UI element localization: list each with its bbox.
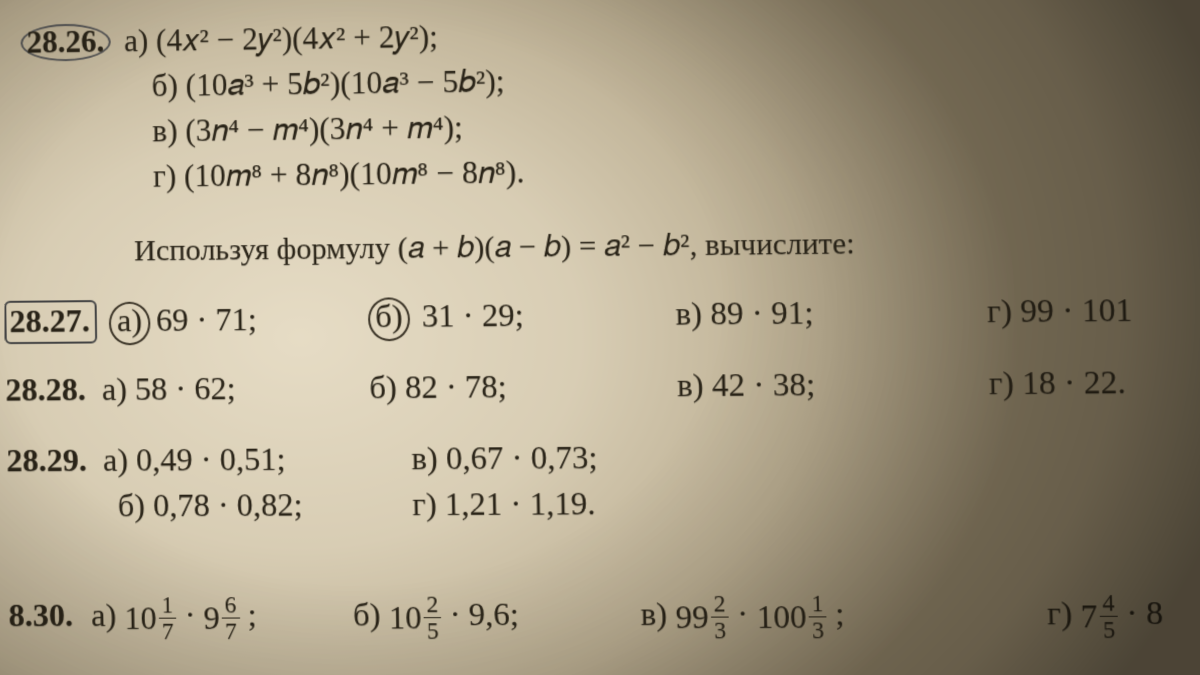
mixed-whole: 10 (388, 599, 421, 637)
mixed-whole: 10 (124, 599, 157, 637)
mixed-whole: 99 (675, 598, 709, 636)
ex-2826-head: 28.26. а) (4𝑥² − 2𝑦²)(4𝑥² + 2𝑦²); (20, 19, 438, 62)
expr-2827-v: 89 · 91; (710, 294, 814, 333)
ex-2827-v: в) 89 · 91; (675, 294, 814, 333)
expr-2829-g: 1,21 · 1,19. (444, 485, 595, 523)
ex-2826-line-a: а) (4𝑥² − 2𝑦²)(4𝑥² + 2𝑦²); (124, 19, 438, 61)
expr-2827-b: 31 · 29; (422, 296, 525, 334)
mixed-num: 4 (1099, 591, 1118, 617)
op-dot: · (184, 596, 203, 633)
label-2827-v: в) (675, 295, 702, 333)
ex-number-2827: 28.27. (4, 300, 97, 344)
ex-2828-v: в) 42 · 38; (677, 365, 816, 404)
label-2829-b: б) (118, 487, 146, 525)
expr-2828-a: 58 · 62; (135, 370, 236, 408)
ex-2826-line-g: г) (10𝑚⁸ + 8𝑛⁸)(10𝑚⁸ − 8𝑛⁸). (153, 154, 525, 196)
ex-2830-v: в) 9923 · 10013 ; (640, 592, 845, 643)
ex-number-2829: 28.29. (6, 442, 87, 480)
label-2830-b: б) (353, 596, 381, 634)
mixed-den: 7 (222, 619, 240, 644)
mixed-den: 5 (1100, 617, 1119, 642)
ex-2830-b: б) 1025 · 9,6; (353, 592, 520, 643)
ex-2828-b: б) 82 · 78; (369, 368, 507, 407)
ex-number-2826: 28.26. (20, 23, 110, 61)
mixed-num: 1 (808, 592, 827, 618)
ex-number-2830: 8.30. (8, 596, 73, 634)
textbook-page: 28.26. а) (4𝑥² − 2𝑦²)(4𝑥² + 2𝑦²); б) (10… (0, 0, 1200, 675)
mixed-num: 1 (158, 593, 176, 619)
label-2830-g: г) (1047, 594, 1073, 632)
mixed-den: 3 (809, 617, 828, 642)
ex-2827-b: б) 31 · 29; (368, 296, 524, 341)
label-2827-b: б) (368, 297, 410, 341)
ex-2830: 8.30. а) 1017 · 967 ; (8, 593, 257, 643)
mixed-den: 7 (159, 619, 177, 643)
instruction-text: Используя формулу (𝑎 + 𝑏)(𝑎 − 𝑏) = 𝑎² − … (134, 227, 855, 269)
ex-2827-g: г) 99 · 101 (987, 291, 1133, 330)
label-2827-a: а) (109, 302, 151, 346)
mixed-den: 3 (711, 618, 730, 643)
mixed-whole: 100 (756, 598, 807, 636)
mixed-whole: 9 (203, 599, 220, 637)
label-2830-v: в) (640, 595, 667, 633)
ex-number-2828: 28.28. (5, 371, 86, 409)
ex-2829: 28.29. а) 0,49 · 0,51; (6, 440, 286, 479)
tail: ; (247, 596, 257, 633)
label-2828-g: г) (988, 364, 1014, 402)
ex-2829-b: б) 0,78 · 0,82; (118, 486, 304, 524)
expr-2829-v: 0,67 · 0,73; (446, 439, 598, 478)
op-tail: · 8 (1126, 594, 1164, 631)
label-2829-v: в) (411, 439, 438, 477)
expr-2829-a: 0,49 · 0,51; (136, 440, 286, 478)
expr-2828-g: 18 · 22. (1022, 363, 1127, 402)
ex-2827: 28.27. а) 69 · 71; (4, 299, 257, 346)
expr-2829-b: 0,78 · 0,82; (153, 486, 303, 524)
mixed-num: 2 (710, 592, 729, 618)
ex-2828-g: г) 18 · 22. (988, 363, 1126, 402)
label-2828-v: в) (677, 366, 704, 404)
expr-2827-a: 69 · 71; (156, 301, 257, 339)
expr-2828-v: 42 · 38; (712, 365, 816, 404)
label-2827-g: г) (987, 292, 1013, 330)
ex-2830-g: г) 745 · 8 (1047, 591, 1164, 642)
label-2829-a: а) (103, 441, 129, 479)
op-tail: · 9,6; (449, 595, 519, 632)
expr-2828-b: 82 · 78; (405, 368, 508, 406)
ex-2828: 28.28. а) 58 · 62; (5, 370, 236, 409)
expr-2827-g: 99 · 101 (1020, 291, 1133, 330)
label-2828-a: а) (102, 370, 128, 408)
mixed-num: 6 (221, 593, 239, 619)
mixed-whole: 7 (1080, 597, 1098, 635)
tail: ; (835, 595, 845, 632)
ex-2826-line-b: б) (10𝑎³ + 5𝑏²)(10𝑎³ − 5𝑏²); (151, 63, 505, 105)
ex-2829-v: в) 0,67 · 0,73; (411, 439, 598, 478)
ex-2826-line-v: в) (3𝑛⁴ − 𝑚⁴)(3𝑛⁴ + 𝑚⁴); (152, 109, 463, 150)
label-2829-g: г) (412, 485, 437, 523)
label-2830-a: а) (91, 596, 117, 634)
ex-2830-a: а) 1017 · 967 ; (91, 593, 257, 643)
op-dot: · (737, 595, 757, 632)
mixed-num: 2 (423, 593, 441, 619)
mixed-den: 5 (424, 618, 442, 643)
label-2828-b: б) (369, 369, 397, 407)
ex-2829-g: г) 1,21 · 1,19. (412, 485, 596, 524)
